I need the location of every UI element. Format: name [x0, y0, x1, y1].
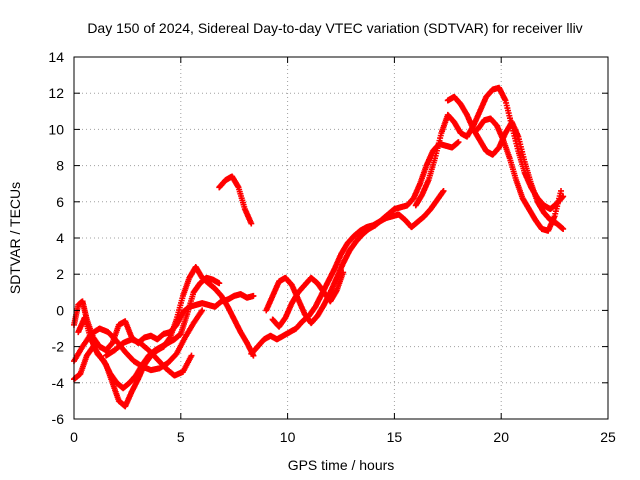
chart-title: Day 150 of 2024, Sidereal Day-to-day VTE…: [87, 20, 582, 36]
y-tick-label: 0: [56, 302, 64, 318]
y-tick-label: 4: [56, 230, 64, 246]
y-tick-label: 14: [48, 49, 64, 65]
tick-layer: 0 5 10 15 20 25 -6 -4 -2 0 2 4 6 8 10 12 14: [48, 49, 616, 445]
y-tick-label: -6: [52, 411, 65, 427]
data-point: [250, 292, 257, 299]
data-point: [188, 352, 195, 359]
data-point: [340, 269, 347, 276]
y-tick-label: 2: [56, 266, 64, 282]
x-tick-label: 5: [177, 429, 185, 445]
data-layer: [71, 84, 567, 410]
series-arc-1: [71, 291, 257, 354]
data-point: [248, 220, 255, 227]
x-tick-label: 0: [70, 429, 78, 445]
y-tick-label: -4: [52, 375, 65, 391]
x-axis-label: GPS time / hours: [288, 457, 395, 473]
x-tick-label: 20: [493, 429, 509, 445]
series-arc-11: [444, 93, 567, 232]
x-tick-label: 25: [600, 429, 616, 445]
data-point: [455, 139, 462, 146]
series-arc-4: [71, 307, 206, 374]
x-tick-label: 15: [387, 429, 403, 445]
series-arc-12: [474, 115, 565, 234]
data-point: [440, 187, 447, 194]
data-point: [216, 280, 223, 287]
grid-layer: [74, 57, 608, 419]
y-tick-label: 10: [48, 121, 64, 137]
y-tick-label: 12: [48, 85, 64, 101]
data-point: [558, 187, 565, 194]
y-axis-label: SDTVAR / TECUs: [7, 182, 23, 294]
series-arc-9: [269, 269, 347, 330]
data-point: [560, 225, 567, 232]
x-tick-label: 10: [280, 429, 296, 445]
series-arc-10: [412, 84, 567, 213]
series-arc-7: [248, 187, 447, 357]
y-tick-label: 6: [56, 194, 64, 210]
data-point: [199, 307, 206, 314]
y-tick-label: -2: [52, 339, 65, 355]
series-arc-5: [103, 336, 195, 379]
y-tick-label: 8: [56, 158, 64, 174]
series-arc-6: [216, 173, 255, 227]
